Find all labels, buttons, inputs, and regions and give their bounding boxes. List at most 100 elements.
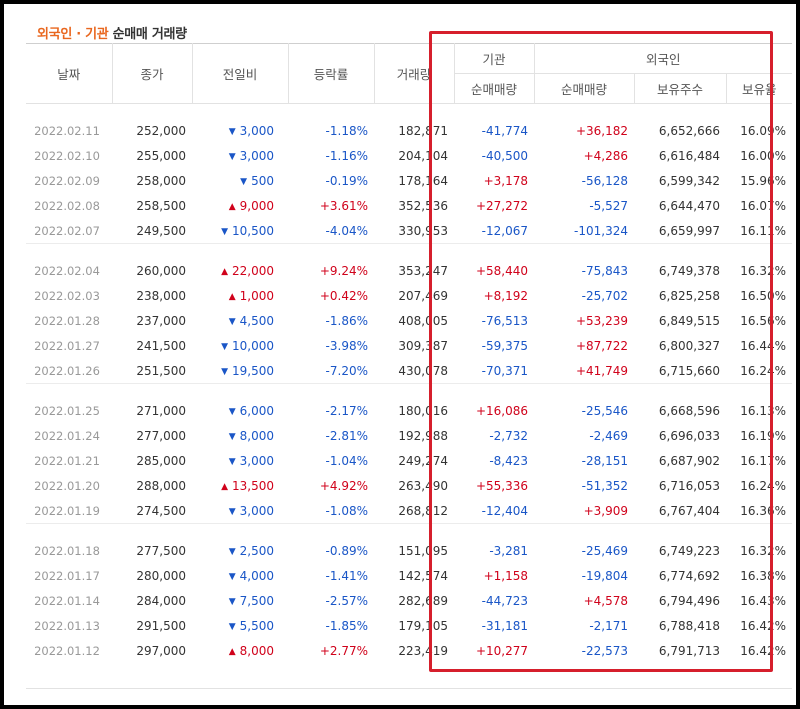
row-institution-net: +58,440 bbox=[475, 263, 528, 278]
triangle-down-icon: ▼ bbox=[240, 176, 248, 187]
row-volume: 180,016 bbox=[398, 403, 448, 418]
row-change: ▼ 8,000 bbox=[192, 423, 288, 448]
row-foreign-holdings: 6,659,997 bbox=[658, 223, 720, 238]
row-date: 2022.01.14 bbox=[34, 593, 100, 608]
row-close: 297,000 bbox=[136, 643, 186, 658]
row-foreign-ratio: 16.24% bbox=[740, 363, 786, 378]
row-close: 255,000 bbox=[136, 148, 186, 163]
trading-table: 날짜 종가 전일비 등락률 거래량 기관 외국인 순매매량 순매매량 보유주수 … bbox=[26, 43, 792, 663]
triangle-down-icon: ▼ bbox=[228, 571, 236, 582]
group-separator bbox=[26, 383, 792, 398]
table-row: 2022.01.17 280,000 ▼ 4,000 -1.41% 142,574 +1,1… bbox=[26, 563, 792, 588]
row-foreign-holdings: 6,652,666 bbox=[658, 123, 720, 138]
row-institution-net: +1,158 bbox=[483, 568, 528, 583]
row-foreign-holdings: 6,800,327 bbox=[658, 338, 720, 353]
row-date: 2022.01.27 bbox=[34, 338, 100, 353]
triangle-down-icon: ▼ bbox=[228, 316, 236, 327]
row-date: 2022.01.21 bbox=[34, 453, 100, 468]
row-rate: +2.77% bbox=[319, 643, 368, 658]
row-change: ▼ 5,500 bbox=[192, 613, 288, 638]
row-change-value: 500 bbox=[251, 173, 274, 188]
row-foreign-holdings: 6,774,692 bbox=[658, 568, 720, 583]
row-date: 2022.01.18 bbox=[34, 543, 100, 558]
row-change: ▼ 2,500 bbox=[192, 538, 288, 563]
triangle-up-icon: ▲ bbox=[228, 646, 236, 657]
table-row: 2022.02.08 258,500 ▲ 9,000 +3.61% 352,536 +27,… bbox=[26, 193, 792, 218]
row-date: 2022.02.10 bbox=[34, 148, 100, 163]
row-date: 2022.02.04 bbox=[34, 263, 100, 278]
row-change: ▲ 8,000 bbox=[192, 638, 288, 663]
header-rate: 등락률 bbox=[288, 43, 375, 104]
row-institution-net: -31,181 bbox=[481, 618, 528, 633]
triangle-up-icon: ▲ bbox=[228, 291, 236, 302]
row-volume: 192,988 bbox=[398, 428, 448, 443]
row-date: 2022.02.08 bbox=[34, 198, 100, 213]
table-row: 2022.01.19 274,500 ▼ 3,000 -1.08% 268,812 -12,… bbox=[26, 498, 792, 524]
row-foreign-ratio: 16.43% bbox=[740, 593, 786, 608]
row-rate: -3.98% bbox=[325, 338, 368, 353]
row-institution-net: -12,404 bbox=[481, 503, 528, 518]
row-change: ▼ 4,000 bbox=[192, 563, 288, 588]
row-foreign-ratio: 16.50% bbox=[740, 288, 786, 303]
row-foreign-holdings: 6,616,484 bbox=[658, 148, 720, 163]
row-foreign-net: -51,352 bbox=[581, 478, 628, 493]
row-close: 277,500 bbox=[136, 543, 186, 558]
row-foreign-holdings: 6,767,404 bbox=[658, 503, 720, 518]
row-rate: -1.86% bbox=[325, 313, 368, 328]
row-change-value: 19,500 bbox=[232, 363, 274, 378]
row-foreign-net: +53,239 bbox=[575, 313, 628, 328]
row-rate: +9.24% bbox=[319, 263, 368, 278]
row-date: 2022.01.12 bbox=[34, 643, 100, 658]
row-change: ▼ 7,500 bbox=[192, 588, 288, 613]
row-foreign-holdings: 6,687,902 bbox=[658, 453, 720, 468]
row-foreign-ratio: 16.42% bbox=[740, 643, 786, 658]
row-institution-net: -40,500 bbox=[481, 148, 528, 163]
row-foreign-holdings: 6,668,596 bbox=[658, 403, 720, 418]
triangle-up-icon: ▲ bbox=[221, 266, 228, 277]
row-volume: 142,574 bbox=[398, 568, 448, 583]
row-foreign-ratio: 16.32% bbox=[740, 543, 786, 558]
row-institution-net: -8,423 bbox=[489, 453, 528, 468]
row-foreign-holdings: 6,849,515 bbox=[658, 313, 720, 328]
row-volume: 352,536 bbox=[398, 198, 448, 213]
row-change-value: 4,500 bbox=[239, 313, 274, 328]
row-rate: -1.85% bbox=[325, 618, 368, 633]
table-row: 2022.02.04 260,000 ▲ 22,000 +9.24% 353,247 +58… bbox=[26, 258, 792, 283]
row-foreign-holdings: 6,716,053 bbox=[658, 478, 720, 493]
row-change: ▲ 13,500 bbox=[192, 473, 288, 498]
row-date: 2022.01.20 bbox=[34, 478, 100, 493]
row-close: 249,500 bbox=[136, 223, 186, 238]
row-foreign-holdings: 6,794,496 bbox=[658, 593, 720, 608]
table-row: 2022.02.09 258,000 ▼ 500 -0.19% 178,164 +3,178… bbox=[26, 168, 792, 193]
row-close: 285,000 bbox=[136, 453, 186, 468]
header-institution-group: 기관 bbox=[454, 43, 535, 74]
table-row: 2022.01.26 251,500 ▼ 19,500 -7.20% 430,078 -70… bbox=[26, 358, 792, 384]
row-foreign-net: +41,749 bbox=[575, 363, 628, 378]
row-foreign-ratio: 16.24% bbox=[740, 478, 786, 493]
table-row: 2022.02.11 252,000 ▼ 3,000 -1.18% 182,871 -41,… bbox=[26, 118, 792, 143]
table-row: 2022.02.07 249,500 ▼ 10,500 -4.04% 330,953 -12… bbox=[26, 218, 792, 244]
row-change: ▼ 3,000 bbox=[192, 498, 288, 524]
row-foreign-net: -2,469 bbox=[589, 428, 628, 443]
row-foreign-net: -28,151 bbox=[581, 453, 628, 468]
table-row: 2022.01.13 291,500 ▼ 5,500 -1.85% 179,105 -31,… bbox=[26, 613, 792, 638]
triangle-down-icon: ▼ bbox=[228, 506, 236, 517]
row-close: 291,500 bbox=[136, 618, 186, 633]
row-institution-net: -76,513 bbox=[481, 313, 528, 328]
separator-cell bbox=[26, 383, 792, 398]
triangle-down-icon: ▼ bbox=[228, 151, 236, 162]
row-institution-net: -44,723 bbox=[481, 593, 528, 608]
row-close: 280,000 bbox=[136, 568, 186, 583]
row-foreign-net: +36,182 bbox=[575, 123, 628, 138]
row-date: 2022.02.11 bbox=[34, 123, 100, 138]
triangle-up-icon: ▲ bbox=[221, 481, 228, 492]
row-rate: +0.42% bbox=[319, 288, 368, 303]
row-foreign-net: -25,546 bbox=[581, 403, 628, 418]
row-institution-net: -3,281 bbox=[489, 543, 528, 558]
row-rate: -0.89% bbox=[325, 543, 368, 558]
row-close: 251,500 bbox=[136, 363, 186, 378]
row-institution-net: +27,272 bbox=[475, 198, 528, 213]
row-foreign-holdings: 6,715,660 bbox=[658, 363, 720, 378]
row-institution-net: +8,192 bbox=[483, 288, 528, 303]
separator-cell bbox=[26, 243, 792, 258]
